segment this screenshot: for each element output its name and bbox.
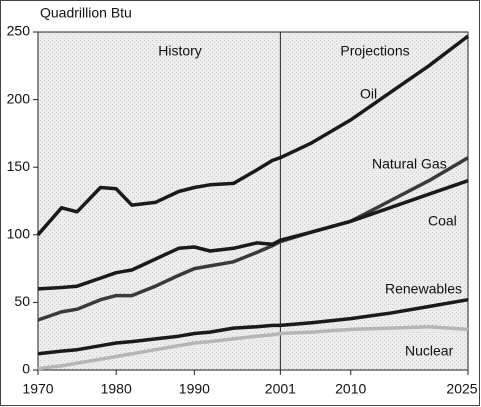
- series-label: Natural Gas: [372, 156, 447, 172]
- series-label: Oil: [360, 86, 377, 102]
- x-tick-label: 1980: [101, 381, 132, 397]
- y-tick-label: 150: [7, 158, 31, 174]
- y-tick-label: 0: [22, 361, 30, 377]
- x-tick-label: 2001: [265, 381, 296, 397]
- y-tick-label: 100: [7, 226, 31, 242]
- annotation: History: [158, 43, 202, 59]
- x-tick-label: 2010: [335, 381, 366, 397]
- series-label: Renewables: [385, 281, 462, 297]
- series-label: Coal: [428, 213, 457, 229]
- series-line: [37, 179, 469, 291]
- y-tick-label: 50: [14, 293, 30, 309]
- x-tick-label: 1970: [22, 381, 53, 397]
- annotation: Projections: [340, 43, 409, 59]
- y-tick-label: 200: [7, 90, 31, 106]
- series-label: Nuclear: [405, 343, 454, 359]
- x-tick-label: 2025: [446, 381, 477, 397]
- series-line: [36, 34, 470, 236]
- y-axis-label: Quadrillion Btu: [40, 5, 132, 21]
- series-line: [37, 324, 469, 371]
- x-tick-label: 1990: [179, 381, 210, 397]
- series-line: [37, 297, 469, 356]
- y-tick-label: 250: [7, 23, 31, 39]
